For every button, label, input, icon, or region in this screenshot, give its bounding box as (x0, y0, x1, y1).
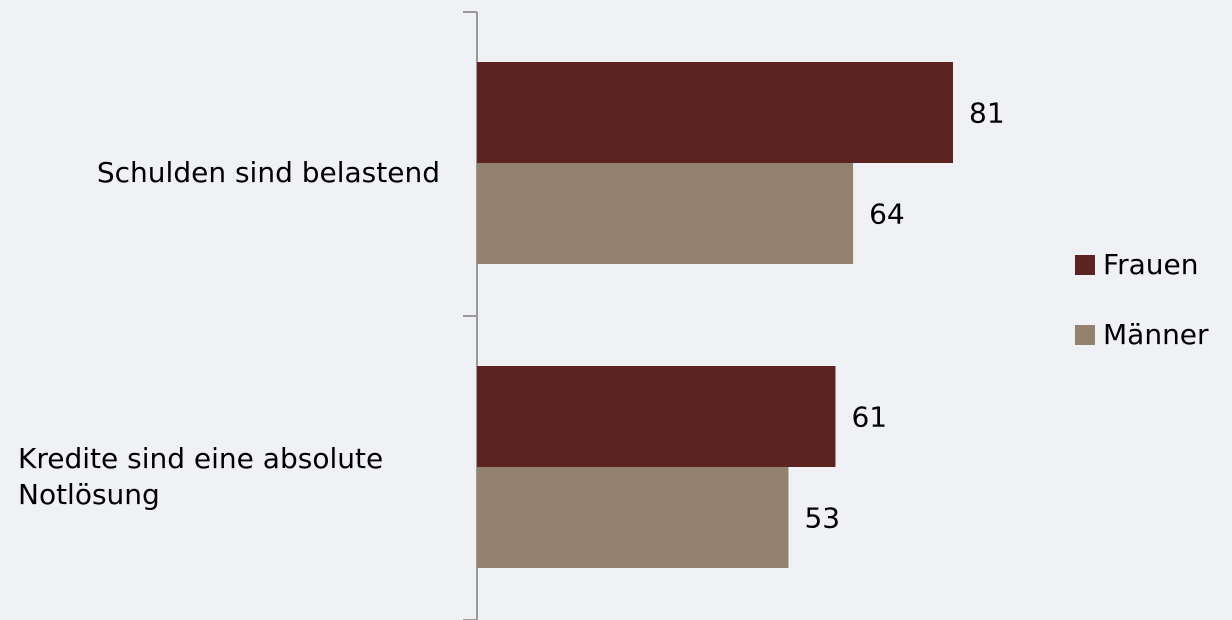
labels-layer: Schulden sind belastend Kredite sind eine… (18, 97, 1005, 535)
bar-value-label: 53 (804, 502, 840, 535)
bar-frauen (477, 62, 953, 163)
bar-männer (477, 163, 854, 264)
axis-layer (463, 11, 478, 620)
category-tick-label: Kredite sind eine absolute (18, 442, 383, 475)
legend: Frauen Männer (1075, 248, 1209, 351)
bar-frauen (477, 366, 836, 467)
category-tick-label: Schulden sind belastend (97, 156, 440, 189)
legend-swatch-männer (1075, 325, 1095, 345)
bars-layer (477, 62, 953, 568)
legend-swatch-frauen (1075, 255, 1095, 275)
legend-label: Frauen (1103, 248, 1198, 281)
bar-männer (477, 467, 789, 568)
category-tick-label: Notlösung (18, 478, 160, 511)
legend-label: Männer (1103, 318, 1209, 351)
bar-value-label: 64 (869, 198, 905, 231)
bar-value-label: 61 (851, 401, 887, 434)
bar-value-label: 81 (969, 97, 1005, 130)
